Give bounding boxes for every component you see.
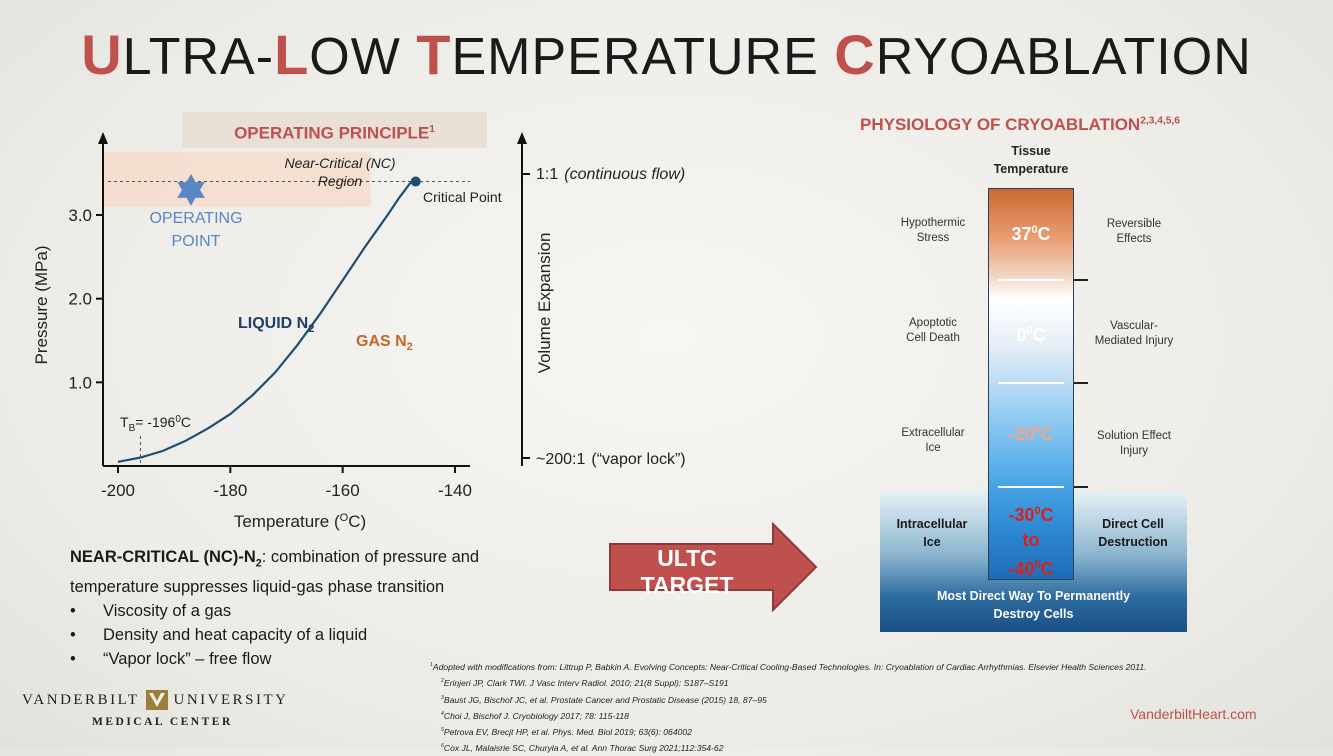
bottom-caption-line2: Destroy Cells [993,607,1074,621]
critical-point-marker [410,176,421,187]
ultc-target-arrow [609,522,818,612]
bottom-caption-line1: Most Direct Way To Permanently [936,589,1131,603]
operating-point-star-icon [177,173,205,206]
tissue-temperature-heading: Tissue Temperature [980,142,1082,178]
ultc-arrow-shape [609,522,818,612]
title-part-3: EMPERATURE [451,28,835,86]
vanderbilt-oak-leaf-icon [145,690,168,710]
physiology-title-refs: 2,3,4,5,6 [1140,115,1180,127]
nc-region-label-1: Near-Critical (NC) [285,155,396,171]
axis-ticks: -200 -180 -160 -140 1.0 2.0 3.0 [68,206,472,500]
reference-item: 2Erinjeri JP, Clark TWI. J Vasc Interv R… [441,678,729,689]
ratio-bottom-label: ~200:1 (“vapor lock”) [536,451,686,468]
website-link[interactable]: VanderbiltHeart.com [1130,706,1257,722]
reference-item: 4Choi J, Bischof J. Cryobiology 2017; 78… [441,710,629,721]
y-axis-arrow [98,132,108,144]
tissue-heading-line1: Tissue [1011,144,1051,158]
operating-principle-header: OPERATING PRINCIPLE1 [182,112,487,148]
temp-to: to [1022,530,1040,550]
temp-minus40c: -400C [1008,559,1054,579]
logo-word-university: UNIVERSITY [173,691,289,708]
label-intracellular-ice: Intracellular Ice [896,517,968,549]
bottom-caption: Most Direct Way To Permanently Destroy C… [880,587,1187,623]
temperature-thermometer-bar [988,188,1074,580]
boiling-temp-label: TB= -1960C [120,414,191,434]
label-reversible-effects: Reversible Effects [1106,218,1162,245]
logo-word-vanderbilt: VANDERBILT [22,691,140,708]
x-tick-label: -160 [326,481,360,500]
temp-target-range: -300C to -400C [988,499,1074,582]
y-tick-label: 3.0 [68,206,92,225]
label-direct-cell-destruction: Direct Cell Destruction [1098,517,1168,549]
label-solution-effect-injury: Solution Effect Injury [1097,430,1171,457]
reference-item: 1Adopted with modifications from: Littru… [430,661,1147,672]
liquid-n2-label: LIQUID N2 [238,315,314,335]
x-tick-label: -180 [213,481,247,500]
gas-n2-label: GAS N2 [356,333,413,353]
title-initial-u: U [81,23,123,86]
title-part-2: OW [309,28,417,86]
reference-item: 6Cox JL, Malaisrie SC, Churyla A, et al.… [441,743,724,754]
phase-diagram-chart: -200 -180 -160 -140 1.0 2.0 3.0 Near-Critical … [32,132,686,531]
x-axis-label: Temperature (OC) [234,512,366,531]
label-extracellular-ice: Extracellular Ice [901,427,965,454]
title-part-4: RYOABLATION [875,28,1252,86]
title-part-1: LTRA- [122,28,275,86]
threshold-line-0c [998,279,1064,281]
operating-principle-ref: 1 [429,124,435,135]
vanderbilt-logo: VANDERBILT UNIVERSITY MEDICAL CENTER [22,690,322,728]
threshold-line-minus30 [998,486,1064,488]
x-tick-label: -140 [438,481,472,500]
thermo-tick-3 [1074,486,1088,488]
ratio-top-label: 1:1 (continuous flow) [536,166,685,183]
temp-37c: 370C [1011,224,1051,244]
label-hypothermic-stress: Hypothermic Stress [900,217,966,244]
physiology-title-text: PHYSIOLOGY OF CRYOABLATION [860,115,1141,134]
label-apoptotic-cell-death: Apoptotic Cell Death [906,317,960,344]
threshold-line-minus20 [998,382,1064,384]
x-tick-label: -200 [101,481,135,500]
nc-region-band [103,152,371,207]
right-axis-arrow [517,132,527,144]
operating-point-label-2: POINT [172,233,221,250]
critical-point-label: Critical Point [423,189,502,205]
label-vascular-mediated-injury: Vascular- Mediated Injury [1094,320,1174,347]
temp-0c: 00C [1016,325,1046,345]
operating-principle-title: OPERATING PRINCIPLE [234,123,430,143]
nc-description-text: NEAR-CRITICAL (NC)-N2: combination of pr… [70,548,480,597]
operating-point-label-1: OPERATING [149,210,242,227]
title-initial-l: L [274,23,310,86]
temp-minus30c: -300C [1008,505,1054,525]
bullet-item: “Vapor lock” – free flow [70,647,550,671]
y-tick-label: 1.0 [68,373,92,392]
title-initial-c: C [834,23,876,86]
reference-item: 3Baust JG, Bischof JC, et al. Prostate C… [441,694,767,705]
bullet-item: Density and heat capacity of a liquid [70,623,550,647]
nc-bullets: Viscosity of a gas Density and heat capa… [70,599,550,671]
phase-boundary-curve [117,180,417,463]
thermo-tick-1 [1074,279,1088,281]
thermo-tick-2 [1074,382,1088,384]
right-axis-label: Volume Expansion [535,233,554,374]
logo-medical-center: MEDICAL CENTER [92,716,233,728]
y-tick-label: 2.0 [68,290,92,309]
slide-title: ULTRA-LOW TEMPERATURE CRYOABLATION [0,22,1333,87]
nc-region-label-2: Region [318,173,363,189]
bullet-item: Viscosity of a gas [70,599,550,623]
references-list: 1Adopted with modifications from: Littru… [430,658,1310,756]
temp-minus20c: -200C [1008,424,1054,444]
physiology-title: PHYSIOLOGY OF CRYOABLATION2,3,4,5,6 [860,115,1230,135]
reference-item: 5Petrova EV, Brecjt HP, et al. Phys. Med… [441,726,692,737]
y-axis-label: Pressure (MPa) [32,245,51,364]
title-initial-t: T [416,23,452,86]
ultc-target-label: ULTC TARGET [640,545,734,598]
tissue-heading-line2: Temperature [993,162,1069,176]
nc-description: NEAR-CRITICAL (NC)-N2: combination of pr… [70,545,550,671]
